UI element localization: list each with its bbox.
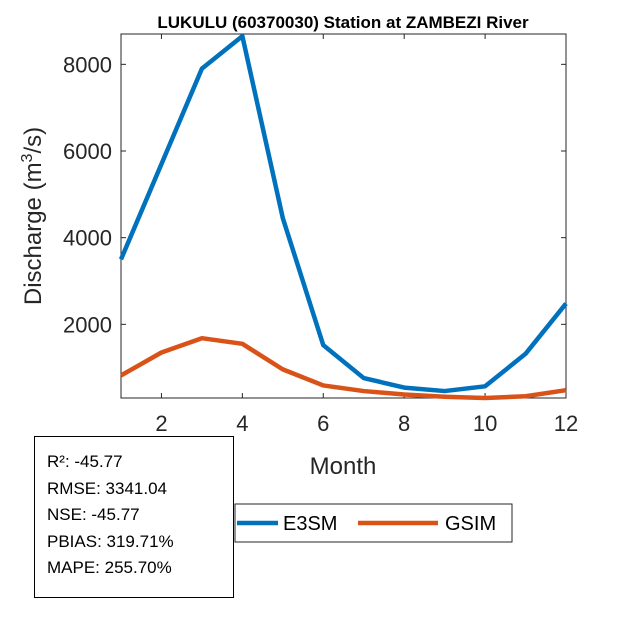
y-tick-label: 8000 [63,52,112,77]
y-axis-label-main: Discharge (m [20,162,47,305]
series-line-e3sm [118,33,568,394]
x-tick-label: 10 [473,411,497,436]
series-line-gsim [119,335,567,401]
x-tick-label: 4 [236,411,248,436]
y-axis-label: Discharge (m3/s) [19,127,47,305]
plot-area: 2 4 6 8 10 12 2000 4000 6000 8000 [63,33,578,436]
x-axis-label: Month [310,453,377,480]
x-tick-label: 2 [155,411,167,436]
series-lines [118,33,568,401]
legend-label-e3sm: E3SM [283,513,337,535]
legend: E3SM GSIM [234,503,513,543]
plot-frame [120,33,567,399]
legend-label-gsim: GSIM [445,513,496,535]
x-tick-label: 8 [398,411,410,436]
stat-pbias: PBIAS: 319.71% [47,531,174,551]
y-tick-label: 6000 [63,139,112,164]
stat-rmse: RMSE: 3341.04 [47,478,168,498]
x-tick-label: 12 [554,411,578,436]
stats-box: R²: -45.77 RMSE: 3341.04 NSE: -45.77 PBI… [34,436,234,598]
x-tick-label: 6 [317,411,329,436]
y-axis-label-sup: 3 [19,153,36,162]
chart-title: LUKULU (60370030) Station at ZAMBEZI Riv… [157,13,529,32]
y-tick-label: 4000 [63,226,112,251]
y-axis-label-end: /s) [20,127,47,154]
stat-nse: NSE: -45.77 [47,505,140,524]
y-tick-label: 2000 [63,312,112,337]
stat-r2: R²: -45.77 [47,452,123,471]
stat-mape: MAPE: 255.70% [47,558,172,577]
ticks: 2 4 6 8 10 12 2000 4000 6000 8000 [63,34,578,436]
